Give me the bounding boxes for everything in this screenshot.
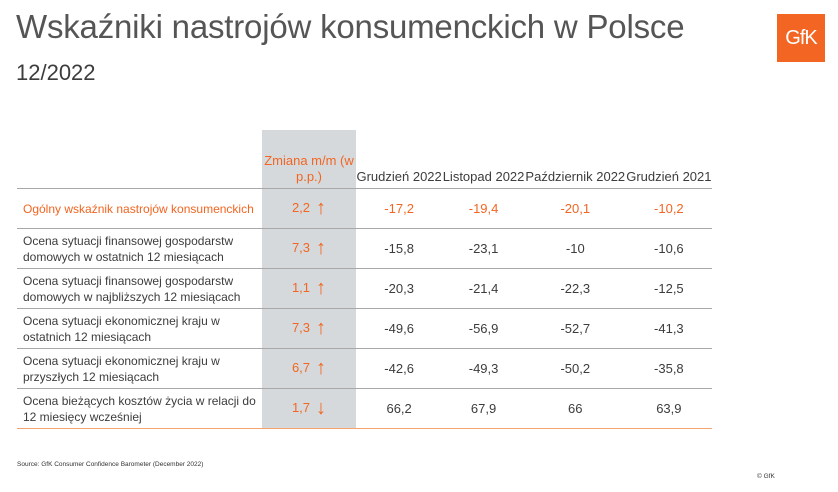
value-cell: 63,9: [625, 388, 712, 429]
value-cell: -41,3: [625, 308, 712, 349]
value-cell: 67,9: [442, 388, 525, 429]
page-title: Wskaźniki nastrojów konsumenckich w Pols…: [16, 8, 685, 45]
change-cell: 1,7 ↓: [262, 388, 356, 429]
value-cell: -15,8: [356, 228, 443, 269]
change-value: 2,2: [291, 200, 311, 215]
value-cell: -12,5: [625, 268, 712, 309]
column-header-change: Zmiana m/m (w p.p.): [262, 130, 356, 189]
value-cell: -21,4: [442, 268, 525, 309]
change-cell: 1,1 ↑: [262, 268, 356, 309]
arrow-down-icon: ↓: [316, 397, 327, 419]
arrow-up-icon: ↑: [316, 277, 327, 299]
arrow-up-icon: ↑: [316, 197, 327, 219]
table-row: Ocena bieżących kosztów życia w relacji …: [17, 388, 712, 429]
value-cell: -22,3: [524, 268, 626, 309]
row-label: Ogólny wskaźnik nastrojów konsumenckich: [17, 188, 262, 229]
change-value: 7,3: [291, 240, 311, 255]
arrow-up-icon: ↑: [316, 317, 327, 339]
source-note: Source: GfK Consumer Confidence Baromete…: [17, 461, 204, 468]
page-subtitle: 12/2022: [16, 60, 96, 85]
column-header: Grudzień 2021: [626, 169, 712, 184]
value-cell: 66: [524, 388, 626, 429]
value-cell: -49,3: [442, 348, 525, 389]
value-cell: -56,9: [442, 308, 525, 349]
change-cell: 2,2 ↑: [262, 188, 356, 229]
arrow-up-icon: ↑: [316, 237, 327, 259]
value-cell: -42,6: [356, 348, 443, 389]
value-cell: 66,2: [356, 388, 443, 429]
value-cell: -52,7: [524, 308, 626, 349]
arrow-up-icon: ↑: [316, 357, 327, 379]
table-header-row: Zmiana m/m (w p.p.) Grudzień 2022 Listop…: [17, 130, 712, 189]
table-row: Ocena sytuacji ekonomicznej kraju w przy…: [17, 348, 712, 389]
change-value: 1,7: [291, 400, 311, 415]
value-cell: -17,2: [356, 188, 443, 229]
change-cell: 6,7 ↑: [262, 348, 356, 389]
change-value: 1,1: [291, 280, 311, 295]
table-row: Ocena sytuacji finansowej gospodarstw do…: [17, 228, 712, 269]
column-header: Październik 2022: [525, 169, 626, 184]
row-label: Ocena sytuacji finansowej gospodarstw do…: [17, 268, 262, 309]
change-cell: 7,3 ↑: [262, 228, 356, 269]
value-cell: -50,2: [524, 348, 626, 389]
table-row: Ocena sytuacji finansowej gospodarstw do…: [17, 268, 712, 309]
copyright: © GfK: [757, 473, 775, 480]
value-cell: -10,6: [625, 228, 712, 269]
value-cell: -35,8: [625, 348, 712, 389]
row-label: Ocena bieżących kosztów życia w relacji …: [17, 388, 262, 429]
change-value: 7,3: [291, 320, 311, 335]
column-header: Listopad 2022: [442, 169, 525, 184]
row-label: Ocena sytuacji finansowej gospodarstw do…: [17, 228, 262, 269]
value-cell: -20,1: [524, 188, 626, 229]
value-cell: -49,6: [356, 308, 443, 349]
column-header: Grudzień 2022: [356, 169, 442, 184]
value-cell: -10: [524, 228, 626, 269]
consumer-confidence-table: Zmiana m/m (w p.p.) Grudzień 2022 Listop…: [17, 130, 712, 429]
value-cell: -23,1: [442, 228, 525, 269]
row-label: Ocena sytuacji ekonomicznej kraju w przy…: [17, 348, 262, 389]
value-cell: -20,3: [356, 268, 443, 309]
value-cell: -19,4: [442, 188, 525, 229]
value-cell: -10,2: [625, 188, 712, 229]
change-cell: 7,3 ↑: [262, 308, 356, 349]
gfk-logo: GfK: [777, 14, 825, 62]
label-column-header: [17, 130, 262, 189]
change-value: 6,7: [291, 360, 311, 375]
row-label: Ocena sytuacji ekonomicznej kraju w osta…: [17, 308, 262, 349]
table-row: Ocena sytuacji ekonomicznej kraju w osta…: [17, 308, 712, 349]
table-row: Ogólny wskaźnik nastrojów konsumenckich 2…: [17, 188, 712, 229]
